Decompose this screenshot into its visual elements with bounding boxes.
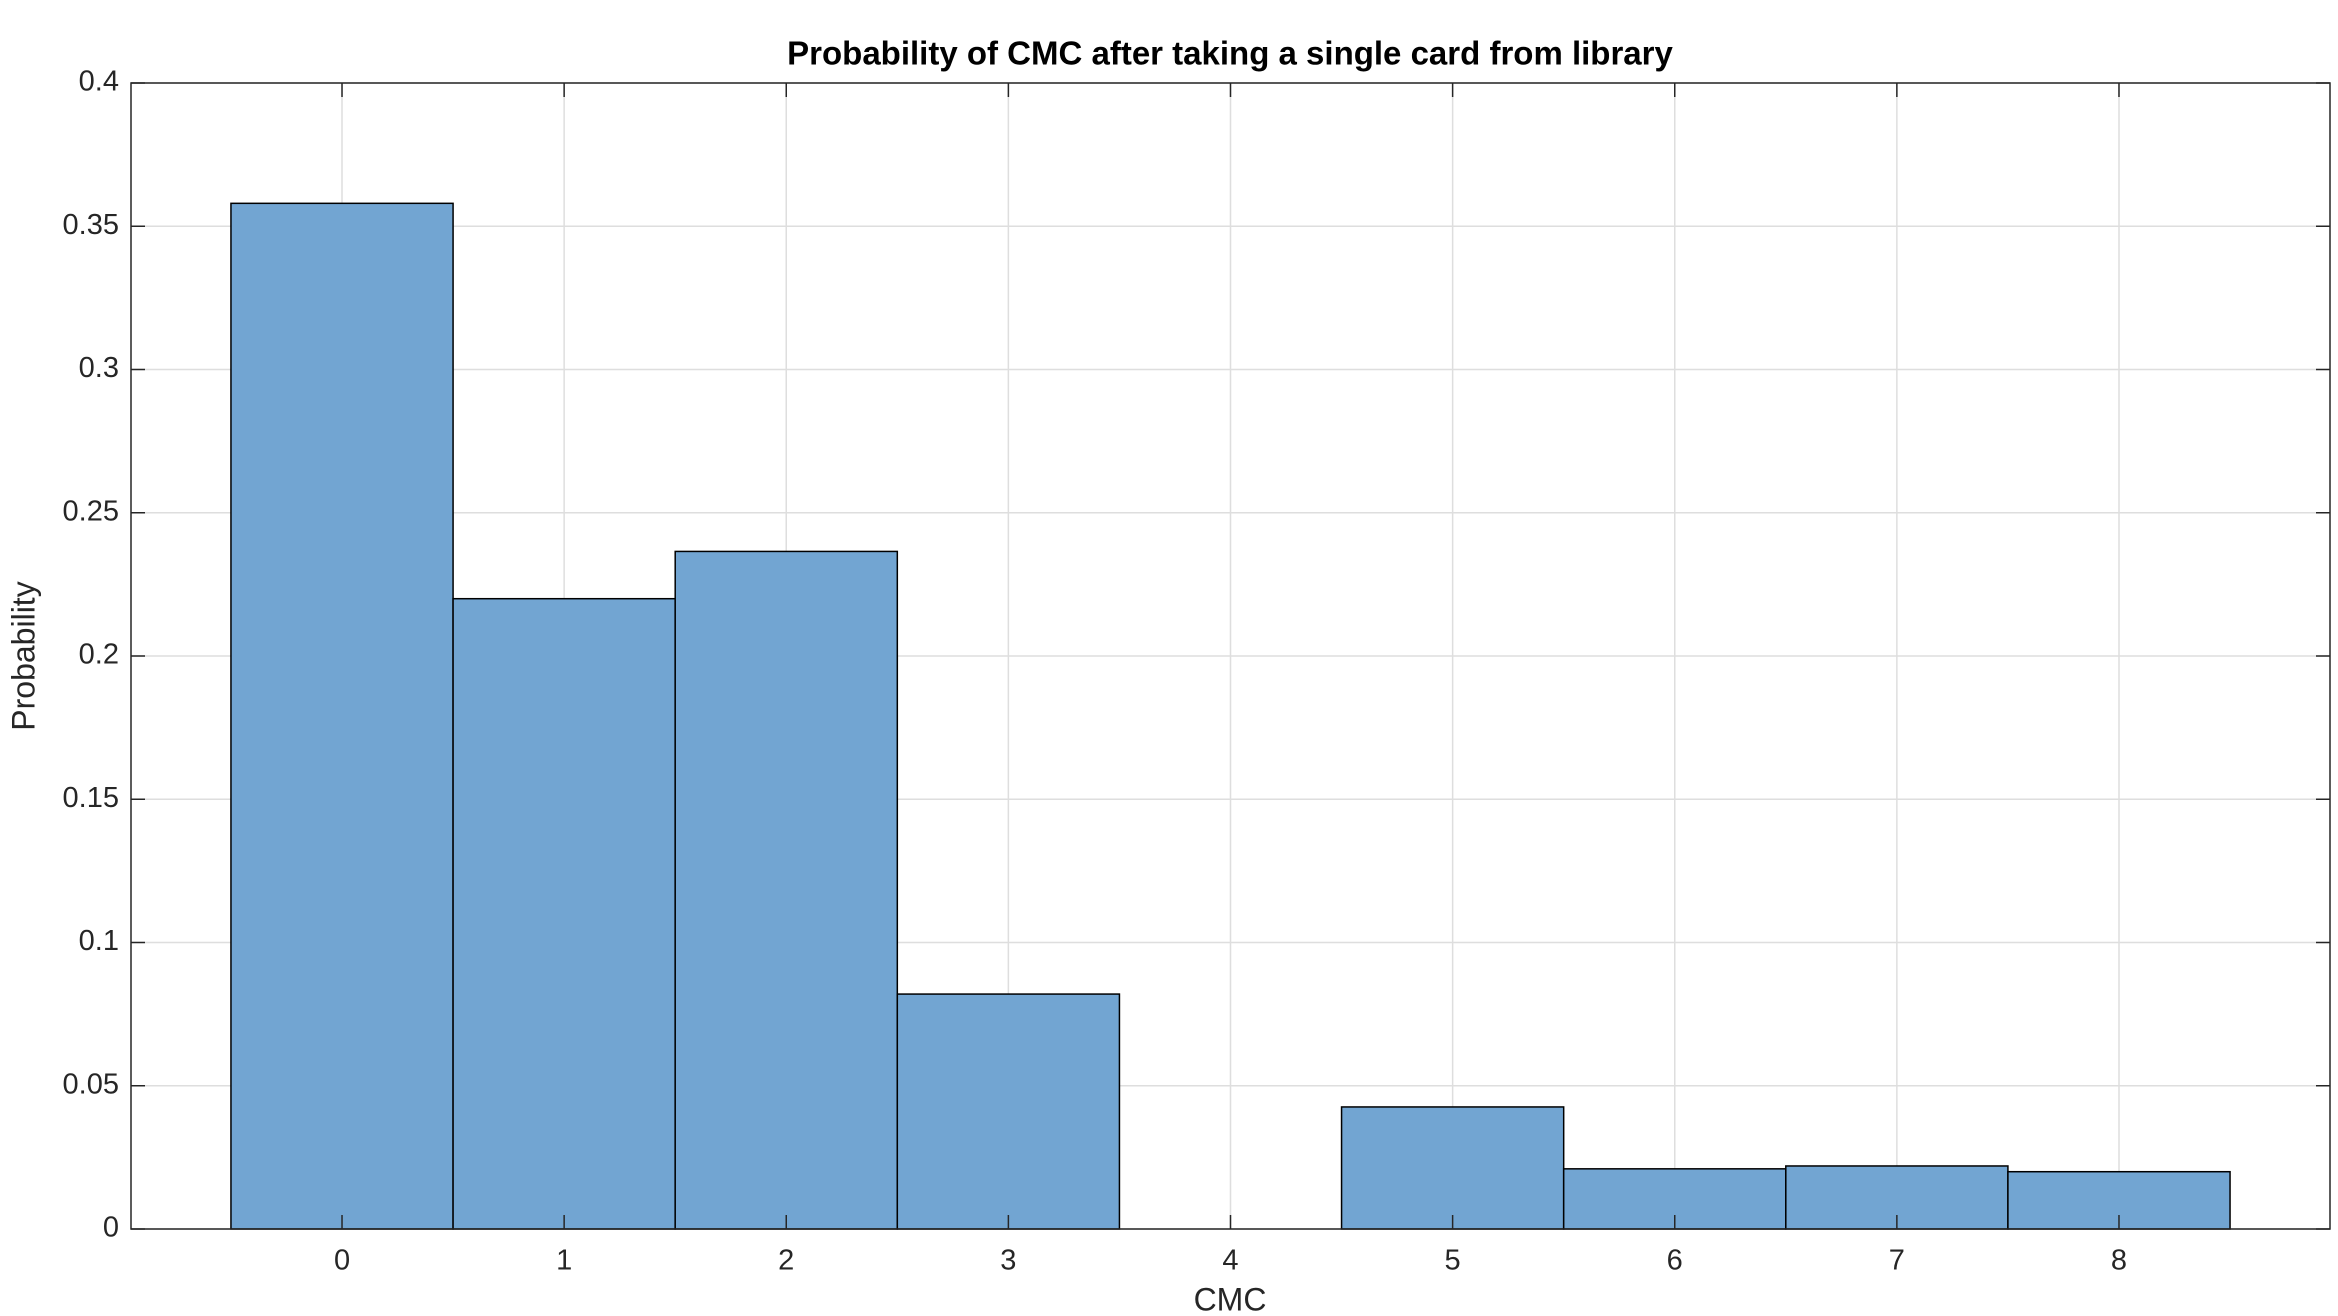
y-tick-label: 0.2 xyxy=(79,639,119,671)
bar xyxy=(1340,1106,1565,1230)
x-tick-label: 3 xyxy=(1000,1245,1016,1277)
x-tick-label: 4 xyxy=(1222,1245,1238,1277)
x-tick-label: 5 xyxy=(1445,1245,1461,1277)
bar xyxy=(452,597,676,1230)
y-tick-label: 0.25 xyxy=(63,495,119,527)
x-tick-label: 8 xyxy=(2111,1245,2127,1277)
y-tick-label: 0.15 xyxy=(63,782,119,814)
bar xyxy=(896,993,1121,1230)
y-tick-label: 0.05 xyxy=(63,1068,119,1100)
x-tick-label: 0 xyxy=(334,1245,350,1277)
y-tick-label: 0.35 xyxy=(63,209,119,241)
y-tick-label: 0 xyxy=(103,1212,119,1244)
bar xyxy=(230,202,454,1230)
y-axis-label: Probability xyxy=(5,581,41,730)
y-tick-label: 0.1 xyxy=(79,925,119,957)
bar xyxy=(674,550,899,1230)
x-tick-label: 6 xyxy=(1667,1245,1683,1277)
x-tick-label: 2 xyxy=(778,1245,794,1277)
x-tick-label: 1 xyxy=(556,1245,572,1277)
y-tick-label: 0.4 xyxy=(79,66,119,98)
y-tick-label: 0.3 xyxy=(79,352,119,384)
x-axis-label: CMC xyxy=(1194,1281,1267,1316)
chart-title: Probability of CMC after taking a single… xyxy=(787,35,1673,72)
x-tick-label: 7 xyxy=(1889,1245,1905,1277)
